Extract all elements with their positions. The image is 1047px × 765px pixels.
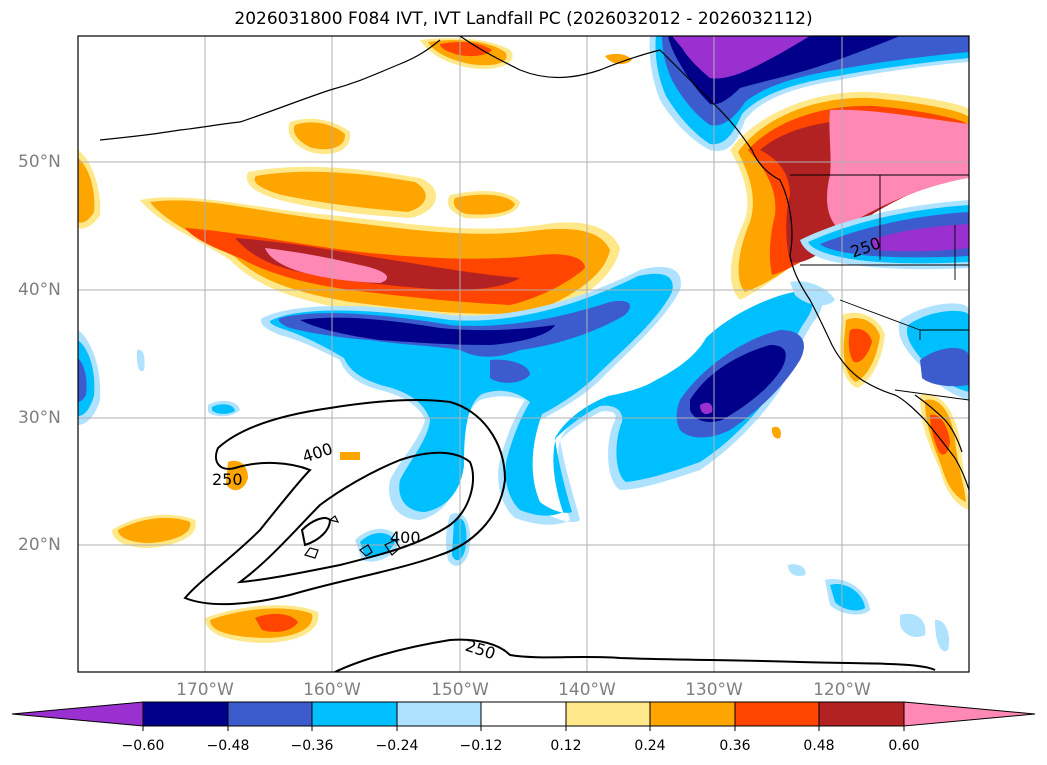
contour-label-400-south: 400 bbox=[390, 528, 421, 547]
graticule bbox=[78, 36, 969, 672]
contour-label-250-south: 250 bbox=[463, 636, 498, 664]
lat-label-40n: 40°N bbox=[18, 280, 61, 300]
lon-label-120w: 120°W bbox=[813, 680, 871, 700]
map-panel: 250 400 400 250 250 bbox=[78, 36, 969, 672]
map-title: 2026031800 F084 IVT, IVT Landfall PC (20… bbox=[234, 9, 813, 29]
political-borders bbox=[790, 174, 969, 401]
colorbar-extend-high bbox=[903, 701, 1036, 727]
colorbar-tick: −0.12 bbox=[459, 738, 503, 754]
lat-label-20n: 20°N bbox=[18, 535, 61, 555]
colorbar-tick: −0.24 bbox=[375, 738, 419, 754]
colorbar-tick: 0.48 bbox=[803, 738, 835, 754]
colorbar-tick: −0.48 bbox=[206, 738, 250, 754]
colorbar bbox=[11, 701, 1036, 727]
colorbar-extend-low bbox=[11, 701, 144, 727]
colorbar-tick: 0.36 bbox=[719, 738, 751, 754]
lon-label-130w: 130°W bbox=[685, 680, 743, 700]
colorbar-tick: 0.60 bbox=[888, 738, 920, 754]
lon-label-140w: 140°W bbox=[558, 680, 616, 700]
colorbar-tick: −0.36 bbox=[290, 738, 334, 754]
contour-label-250-west: 250 bbox=[212, 470, 243, 489]
ivt-contours bbox=[183, 399, 936, 672]
colorbar-tick: −0.60 bbox=[121, 738, 165, 754]
coastlines bbox=[99, 36, 969, 559]
lon-label-160w: 160°W bbox=[303, 680, 361, 700]
lat-label-50n: 50°N bbox=[18, 152, 61, 172]
lon-label-150w: 150°W bbox=[431, 680, 489, 700]
map-frame bbox=[77, 35, 970, 673]
colorbar-tick: 0.12 bbox=[550, 738, 582, 754]
colorbar-tick: 0.24 bbox=[634, 738, 666, 754]
lat-label-30n: 30°N bbox=[18, 408, 61, 428]
contour-label-400-north: 400 bbox=[300, 439, 335, 467]
lon-label-170w: 170°W bbox=[176, 680, 234, 700]
